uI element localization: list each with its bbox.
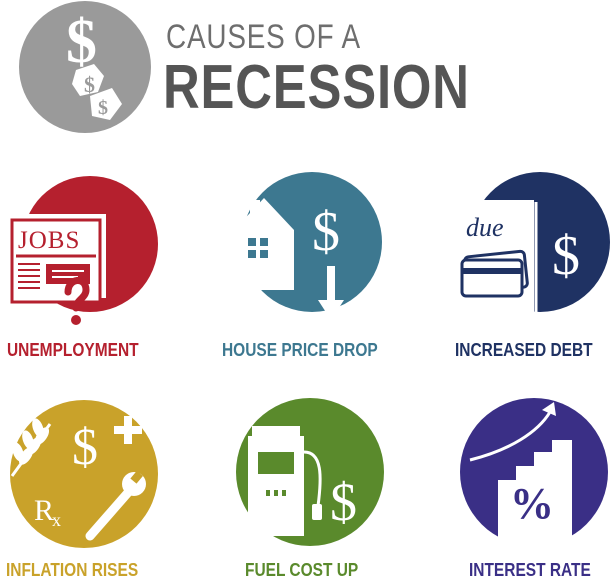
- cause-tile-increased-debt: due $: [456, 170, 612, 330]
- wheat-rx-wrench-icon: $ R x: [10, 400, 158, 548]
- page-title: RECESSION: [163, 53, 470, 122]
- house-dollar-down-icon: $: [234, 172, 382, 320]
- label-increased-debt: INCREASED DEBT: [455, 340, 593, 360]
- svg-text:$: $: [312, 201, 340, 263]
- cause-tile-house-price-drop: $: [226, 170, 386, 330]
- due-bill-card-icon: due $: [460, 172, 610, 322]
- svg-text:R: R: [34, 494, 54, 527]
- svg-text:$: $: [66, 8, 97, 76]
- label-unemployment: UNEMPLOYMENT: [7, 340, 139, 360]
- percent-stairs-icon: %: [460, 398, 608, 548]
- label-house-price-drop: HOUSE PRICE DROP: [222, 340, 378, 360]
- svg-text:x: x: [52, 510, 61, 530]
- svg-text:$: $: [84, 72, 95, 97]
- svg-text:due: due: [466, 213, 504, 242]
- svg-text:$: $: [72, 419, 98, 476]
- svg-text:%: %: [510, 479, 554, 528]
- cause-tile-fuel-cost-up: $: [230, 396, 386, 552]
- label-inflation-rises: INFLATION RISES: [6, 560, 139, 580]
- jobs-newspaper-icon: JOBS: [10, 176, 158, 325]
- cause-tile-interest-rate: %: [454, 396, 612, 552]
- fuel-pump-dollar-icon: $: [236, 398, 384, 546]
- svg-text:$: $: [330, 472, 357, 532]
- label-fuel-cost-up: FUEL COST UP: [245, 560, 359, 580]
- dollar-coin-icon: $ $ $: [18, 0, 152, 134]
- svg-text:JOBS: JOBS: [18, 227, 80, 254]
- svg-text:$: $: [552, 225, 580, 287]
- title-line-1: CAUSES OF A: [166, 18, 361, 56]
- svg-text:$: $: [98, 97, 108, 119]
- label-interest-rate: INTEREST RATE: [469, 560, 591, 580]
- cause-tile-unemployment: JOBS: [6, 172, 166, 332]
- cause-tile-inflation-rises: $ R x: [4, 396, 160, 552]
